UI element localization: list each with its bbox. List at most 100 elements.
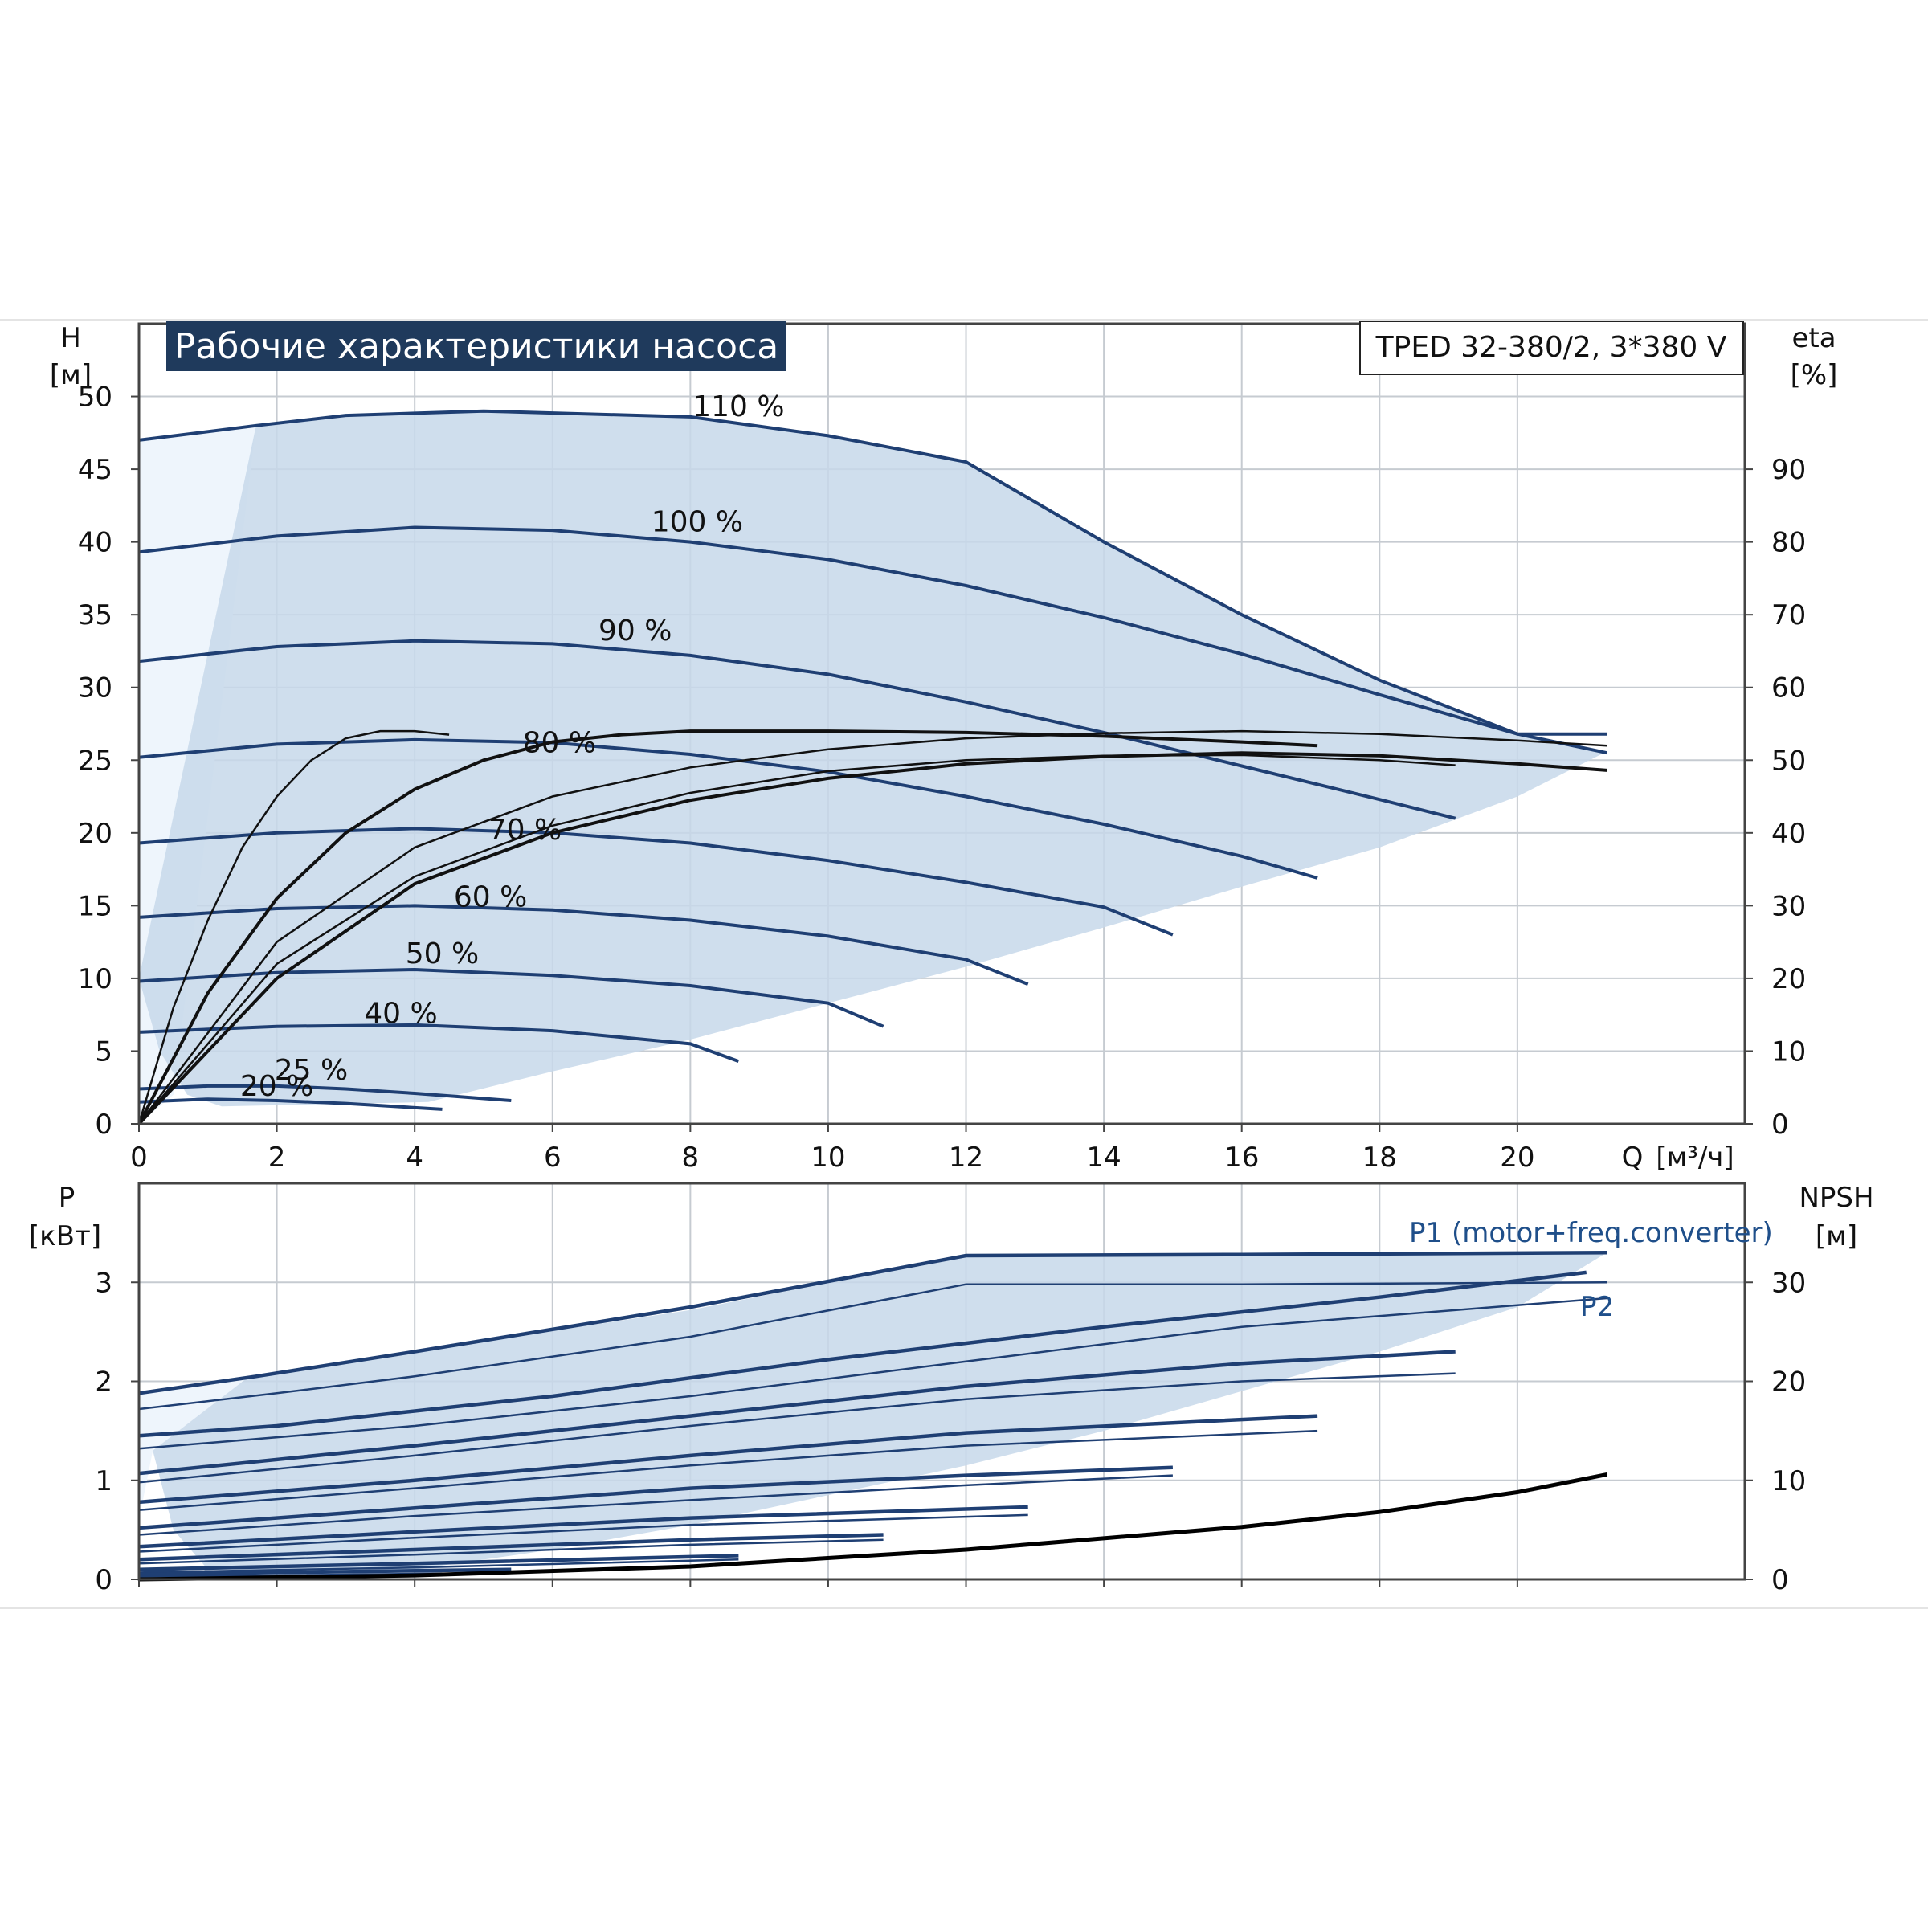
y2-axis-unit: [%]: [1791, 359, 1838, 391]
x-tick-label: 10: [811, 1142, 845, 1174]
low-flow-region: [139, 1376, 250, 1520]
head-chart-ticks: 0 2 4 6 8 10 12 14 16 18 20 0 5 10 15 20 25 30 35 40 45 50 0 10…: [78, 382, 1807, 1174]
p-axis-label: P: [59, 1182, 76, 1214]
npsh-tick-label: 20: [1771, 1366, 1806, 1399]
power-curve: [138, 1505, 1028, 1549]
y-tick-label: 30: [78, 672, 112, 705]
power-curve: [138, 1538, 884, 1565]
model-label-box: [1359, 321, 1744, 375]
y-tick-label: 50: [78, 382, 112, 414]
head-chart-frame: [137, 322, 1746, 1125]
x-tick-label: 12: [949, 1142, 983, 1174]
power-curves: [138, 1251, 1607, 1578]
x-tick-label: 8: [682, 1142, 700, 1174]
head-curve: [138, 904, 1029, 986]
head-curve: [138, 967, 884, 1028]
y2-tick-label: 90: [1771, 454, 1806, 486]
power-curve: [138, 1251, 1607, 1395]
x-tick-label: 18: [1362, 1142, 1397, 1174]
efficiency-curve: [138, 754, 1456, 1125]
y2-tick-label: 10: [1771, 1035, 1806, 1068]
y-tick-label: 0: [95, 1109, 112, 1141]
model-label: TPED 32-380/2, 3*380 V: [1375, 331, 1727, 364]
x-tick-label: 0: [130, 1142, 148, 1174]
x-axis-unit: [м³/ч]: [1656, 1142, 1734, 1174]
npsh-curve-group: [138, 1472, 1607, 1582]
power-curve: [138, 1474, 1173, 1536]
p-tick-label: 0: [95, 1564, 112, 1596]
y-tick-label: 15: [78, 890, 112, 922]
npsh-tick-label: 30: [1771, 1267, 1806, 1299]
power-curve: [138, 1513, 1028, 1553]
head-curve-label: 60 %: [454, 880, 527, 913]
head-curve-label: 50 %: [406, 937, 479, 970]
chart-title: Рабочие характеристики насоса: [174, 326, 778, 367]
head-curve-label: 20 %: [240, 1070, 313, 1103]
power-curve: [138, 1350, 1456, 1476]
head-curve: [138, 1023, 740, 1063]
y2-tick-label: 60: [1771, 672, 1806, 705]
head-curves: [138, 409, 1607, 1111]
y-tick-label: 40: [78, 527, 112, 559]
power-curve: [138, 1465, 1173, 1530]
y-tick-label: 5: [95, 1035, 112, 1068]
y2-tick-label: 80: [1771, 527, 1806, 559]
chart-title-box: [166, 321, 786, 371]
power-curve: [138, 1297, 1607, 1450]
power-curve: [138, 1554, 739, 1571]
efficiency-curve: [138, 729, 1607, 1125]
y2-tick-label: 70: [1771, 599, 1806, 631]
head-curve: [138, 409, 1607, 736]
power-operating-range: [139, 1252, 1607, 1570]
x-tick-label: 6: [544, 1142, 562, 1174]
y2-axis-label: eta: [1791, 322, 1836, 354]
y-tick-label: 10: [78, 963, 112, 995]
legend-p1: P1 (motor+freq.converter): [1409, 1217, 1773, 1249]
legend-p2: P2: [1580, 1291, 1614, 1323]
head-curve-label: 110 %: [692, 390, 784, 423]
head-curve-labels: 110 % 100 % 90 % 80 % 70 % 60 % 50 % 40 % 25 %20…: [240, 390, 785, 1103]
head-curve-label: 70 %: [488, 814, 562, 847]
power-curve: [138, 1533, 884, 1562]
y2-tick-label: 30: [1771, 890, 1806, 922]
y-tick-label: 35: [78, 599, 112, 631]
npsh-tick-label: 10: [1771, 1465, 1806, 1497]
p-tick-label: 2: [95, 1366, 112, 1399]
head-efficiency-chart: 0 2 4 6 8 10 12 14 16 18 20 0 5 10 15 20 25 30 35 40 45 50 0 10…: [50, 321, 1838, 1174]
power-curve: [138, 1558, 739, 1574]
head-operating-range: [139, 410, 1607, 1124]
y-tick-label: 45: [78, 454, 112, 486]
power-chart-frame: [137, 1182, 1746, 1581]
head-curve-label: 80 %: [523, 727, 596, 760]
head-curve-label: 25 %: [275, 1054, 348, 1087]
head-curve: [138, 1097, 443, 1111]
power-curve: [138, 1372, 1456, 1484]
y2-tick-label: 0: [1771, 1109, 1789, 1141]
head-curve-label: 100 %: [652, 505, 743, 538]
x-axis-label: Q: [1622, 1142, 1644, 1174]
x-tick-label: 14: [1086, 1142, 1121, 1174]
p-axis-unit: [кВт]: [29, 1220, 101, 1252]
efficiency-curves: [137, 729, 1607, 1125]
npsh-axis-label: NPSH: [1799, 1182, 1873, 1214]
efficiency-curve: [137, 729, 450, 1125]
y-tick-label: 20: [78, 818, 112, 850]
y-tick-label: 25: [78, 745, 112, 777]
npsh-tick-label: 0: [1771, 1564, 1789, 1596]
power-curve: [138, 1567, 512, 1577]
head-curve: [138, 639, 1456, 820]
y2-tick-label: 50: [1771, 745, 1806, 777]
power-curve: [138, 1270, 1587, 1438]
x-tick-label: 16: [1224, 1142, 1259, 1174]
x-tick-label: 2: [268, 1142, 286, 1174]
y-axis-label: H: [60, 322, 81, 354]
head-curve: [138, 737, 1318, 880]
x-tick-label: 4: [406, 1142, 423, 1174]
head-curve: [138, 1084, 512, 1102]
power-curve: [138, 1429, 1318, 1511]
head-curve: [138, 525, 1607, 755]
